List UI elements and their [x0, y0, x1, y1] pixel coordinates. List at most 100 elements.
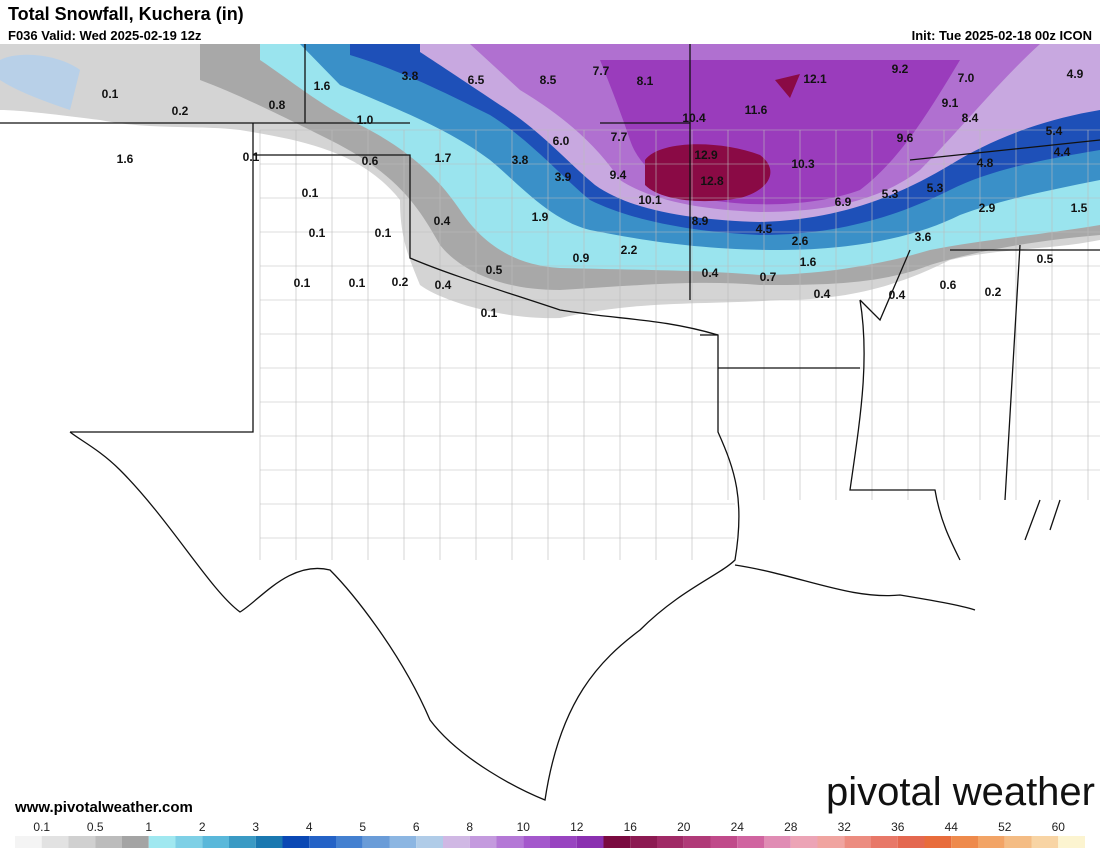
- colorbar-swatch: [496, 836, 524, 848]
- snow-label: 7.0: [958, 71, 975, 85]
- snow-label: 0.6: [940, 278, 957, 292]
- colorbar-label: 4: [306, 820, 313, 834]
- snow-label: 0.1: [294, 276, 311, 290]
- snow-label: 0.1: [375, 226, 392, 240]
- snow-label: 0.5: [1037, 252, 1054, 266]
- snow-label: 0.7: [760, 270, 777, 284]
- snow-label: 2.6: [792, 234, 809, 248]
- snow-label: 0.8: [269, 98, 286, 112]
- colorbar-label: 8: [466, 820, 473, 834]
- snow-label: 0.2: [985, 285, 1002, 299]
- snow-label: 4.8: [977, 156, 994, 170]
- snow-label: 8.4: [962, 111, 979, 125]
- snow-label: 10.4: [682, 111, 706, 125]
- snow-label: 3.6: [915, 230, 932, 244]
- colorbar-swatch: [309, 836, 336, 848]
- valid-time: F036 Valid: Wed 2025-02-19 12z: [8, 28, 202, 43]
- colorbar-swatch: [630, 836, 657, 848]
- colorbar-swatch: [978, 836, 1005, 848]
- colorbar-swatch: [657, 836, 684, 848]
- snow-label: 12.8: [700, 174, 724, 188]
- colorbar-label: 16: [624, 820, 638, 834]
- colorbar-label: 0.5: [87, 820, 104, 834]
- colorbar-swatch: [229, 836, 256, 848]
- snow-label: 0.2: [392, 275, 409, 289]
- snow-label: 0.1: [349, 276, 366, 290]
- colorbar-swatch: [416, 836, 443, 848]
- colorbar-swatch: [844, 836, 871, 848]
- snow-label: 0.1: [302, 186, 319, 200]
- snow-label: 1.9: [532, 210, 549, 224]
- snow-label: 2.2: [621, 243, 638, 257]
- map-labels: 0.1 0.2 1.6 0.8 1.6 3.8 6.5 8.5 7.7 8.1 12.1 9.2 7.0…: [102, 62, 1088, 320]
- colorbar-swatch: [737, 836, 764, 848]
- snow-label: 4.5: [756, 222, 773, 236]
- snow-label: 10.1: [638, 193, 662, 207]
- colorbar-label: 5: [359, 820, 366, 834]
- colorbar-swatch: [897, 836, 925, 848]
- snow-label: 9.4: [610, 168, 627, 182]
- snow-label: 1.0: [357, 113, 374, 127]
- snow-label: 0.4: [702, 266, 719, 280]
- colorbar-label: 6: [413, 820, 420, 834]
- colorbar-swatch: [764, 836, 791, 848]
- colorbar-swatch: [389, 836, 417, 848]
- snow-label: 12.9: [694, 148, 718, 162]
- texas-nm-border: [0, 122, 740, 801]
- colorbar-swatch: [1058, 836, 1085, 848]
- title: Total Snowfall, Kuchera (in): [8, 4, 244, 24]
- colorbar-label: 3: [252, 820, 259, 834]
- snow-label: 3.9: [555, 170, 572, 184]
- snow-west: [0, 54, 80, 110]
- snow-label: 0.2: [172, 104, 189, 118]
- snow-label: 0.1: [481, 306, 498, 320]
- colorbar-swatch: [603, 836, 631, 848]
- colorbar-swatch: [443, 836, 470, 848]
- snow-label: 8.9: [692, 214, 709, 228]
- snow-label: 0.1: [243, 150, 260, 164]
- colorbar-label: 12: [570, 820, 584, 834]
- colorbar-label: 10: [517, 820, 531, 834]
- colorbar-swatch: [362, 836, 390, 848]
- snow-label: 1.6: [117, 152, 134, 166]
- colorbar-swatch: [336, 836, 363, 848]
- colorbar-swatch: [576, 836, 604, 848]
- snow-label: 9.6: [897, 131, 914, 145]
- snow-label: 5.4: [1046, 124, 1063, 138]
- colorbar-label: 2: [199, 820, 206, 834]
- snow-label: 7.7: [593, 64, 610, 78]
- colorbar-swatch: [175, 836, 203, 848]
- snow-label: 8.5: [540, 73, 557, 87]
- colorbar-swatch: [202, 836, 229, 848]
- snow-label: 0.4: [435, 278, 452, 292]
- colorbar-swatch: [282, 836, 310, 848]
- colorbar-swatch: [255, 836, 283, 848]
- snow-label: 3.8: [402, 69, 419, 83]
- county-grid: [259, 129, 1100, 560]
- colorbar-swatch: [710, 836, 738, 848]
- colorbar-swatch: [924, 836, 952, 848]
- colorbar-swatch: [469, 836, 497, 848]
- colorbar-label: 36: [891, 820, 905, 834]
- colorbar-label: 0.1: [33, 820, 50, 834]
- snow-label: 5.3: [882, 187, 899, 201]
- snow-label: 9.2: [892, 62, 909, 76]
- snow-label: 2.9: [979, 201, 996, 215]
- snow-label: 5.3: [927, 181, 944, 195]
- colorbar-swatch: [790, 836, 818, 848]
- snow-label: 6.0: [553, 134, 570, 148]
- colorbar-swatch: [122, 836, 149, 848]
- colorbar-label: 52: [998, 820, 1012, 834]
- colorbar-swatch: [41, 836, 69, 848]
- gulf-coast: [734, 564, 976, 611]
- snow-label: 7.7: [611, 130, 628, 144]
- snow-label: 6.5: [468, 73, 485, 87]
- snow-label: 12.1: [803, 72, 827, 86]
- state-borders: [304, 44, 1100, 561]
- init-time: Init: Tue 2025-02-18 00z ICON: [912, 28, 1092, 43]
- website: www.pivotalweather.com: [14, 799, 193, 816]
- snow-label: 0.4: [814, 287, 831, 301]
- snow-label: 8.1: [637, 74, 654, 88]
- snow-label: 4.4: [1054, 145, 1071, 159]
